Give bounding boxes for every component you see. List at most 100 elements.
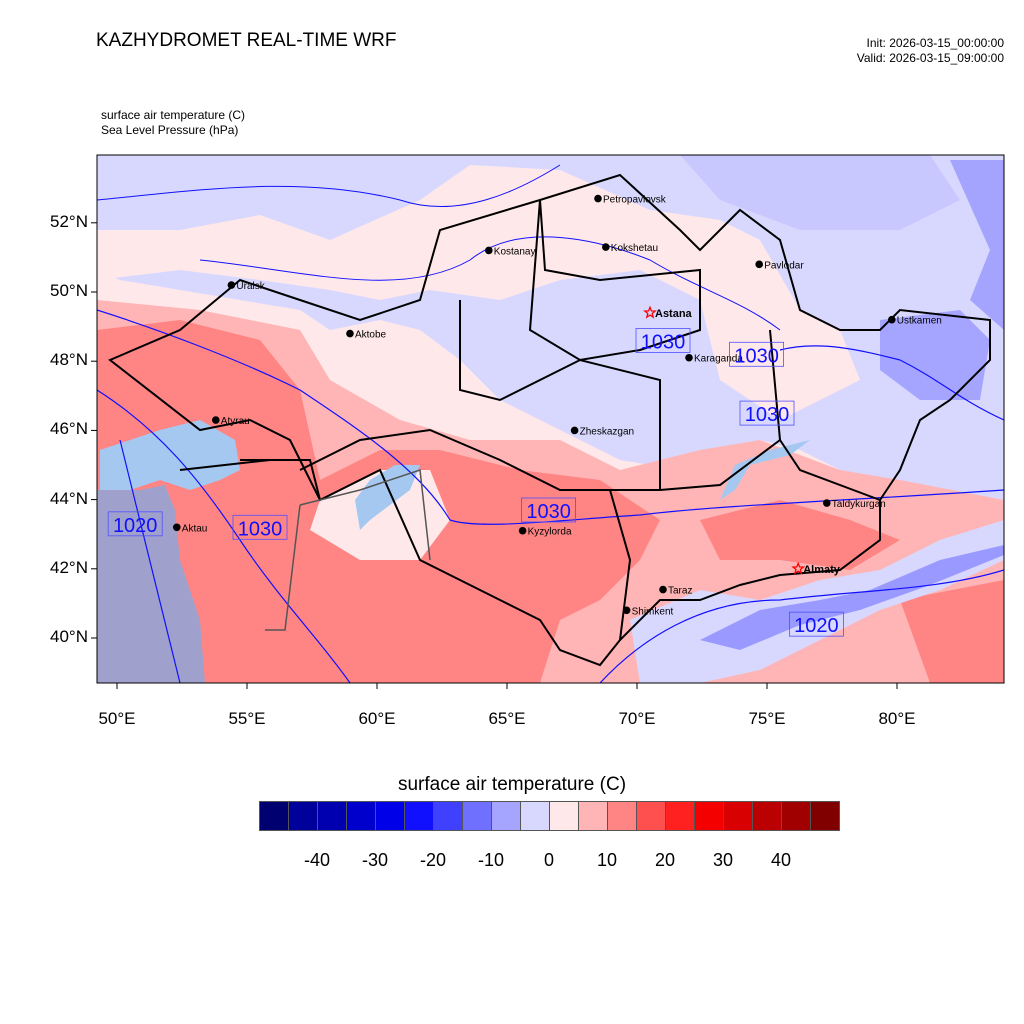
axis-ticks — [91, 222, 898, 689]
colorbar-swatch — [608, 802, 637, 830]
lon-label: 55°E — [228, 709, 266, 728]
city-label: Taraz — [668, 586, 692, 597]
city-label: Astana — [655, 308, 693, 320]
balkhash-lake — [720, 440, 810, 500]
city-uralsk: Uralsk — [227, 281, 266, 292]
city-label: Kokshetau — [611, 243, 658, 254]
city-dot-icon — [346, 329, 354, 338]
city-label: Almaty — [803, 564, 841, 576]
field-subtitles: surface air temperature (C) Sea Level Pr… — [101, 108, 245, 138]
colorbar-tick-label: 20 — [654, 850, 676, 870]
city-atyrau: Atyrau — [212, 416, 250, 427]
isobar-label: 1030 — [635, 328, 691, 353]
city-dot-icon — [685, 353, 693, 362]
city-label: Aktobe — [355, 330, 387, 341]
temperature-field — [97, 155, 1004, 683]
colorbar-swatch — [289, 802, 318, 830]
city-kyzylorda: Kyzylorda — [518, 526, 572, 538]
city-aktobe: Aktobe — [346, 329, 387, 341]
city-karaganda: Karaganda — [685, 354, 743, 365]
city-dot-icon — [602, 243, 610, 251]
lon-label: 75°E — [748, 709, 786, 728]
pressure-isobars — [97, 164, 1004, 683]
capital-star-icon — [791, 561, 806, 575]
colorbar-swatch — [666, 802, 695, 830]
city-dot-icon — [212, 416, 220, 424]
svg-text:1030: 1030 — [745, 404, 790, 426]
lat-label: 48°N — [50, 350, 88, 370]
isobar-label: 1030 — [232, 514, 288, 540]
weather-map: Petropavlovsk Kokshetau Kostanay Pavlodar Ur… — [91, 154, 1005, 689]
city-dot-icon — [485, 246, 493, 255]
city-label: Zheskazgan — [580, 426, 634, 437]
city-dot-icon — [622, 606, 631, 615]
isobar-label: 1030 — [521, 497, 576, 523]
colorbar — [259, 801, 840, 831]
map-frame — [96, 154, 1005, 684]
svg-text:1020: 1020 — [113, 515, 158, 537]
city-label: Shimkent — [632, 606, 674, 617]
city-dot-icon — [888, 315, 896, 324]
city-shimkent: Shimkent — [622, 606, 674, 617]
isobar-label: 1020 — [107, 511, 163, 537]
city-almaty: Almaty — [791, 561, 841, 576]
city-label: Atyrau — [221, 416, 250, 427]
colorbar-swatch — [405, 802, 434, 830]
colorbar-swatch — [521, 802, 550, 830]
svg-text:1030: 1030 — [734, 345, 779, 367]
city-markers: Petropavlovsk Kokshetau Kostanay Pavlodar Ur… — [173, 195, 942, 617]
colorbar-tick-label: 30 — [712, 850, 734, 870]
city-dot-icon — [659, 585, 667, 594]
colorbar-swatch — [260, 802, 289, 830]
chart-title: KAZHYDROMET REAL-TIME WRF — [96, 30, 397, 51]
lon-label: 80°E — [878, 709, 916, 728]
colorbar-swatch — [782, 802, 811, 830]
lat-label: 52°N — [50, 211, 88, 231]
city-label: Ustkamen — [897, 316, 942, 327]
city-kostanay: Kostanay — [485, 246, 536, 257]
svg-text:1030: 1030 — [526, 501, 571, 523]
city-pavlodar: Pavlodar — [755, 260, 804, 271]
colorbar-swatch — [811, 802, 839, 830]
colorbar-swatch — [724, 802, 753, 830]
colorbar-tick-label: 0 — [543, 850, 555, 870]
isobar-labels: 1030 1030 1030 1030 1030 1020 1020 — [107, 328, 844, 637]
city-dot-icon — [823, 499, 831, 507]
colorbar-swatch — [376, 802, 405, 830]
city-label: Kostanay — [494, 246, 536, 257]
colorbar-swatch — [463, 802, 492, 830]
isobar-label: 1030 — [739, 400, 795, 426]
city-astana: Astana — [643, 305, 693, 320]
colorbar-swatch — [492, 802, 521, 830]
city-label: Taldykurgan — [832, 499, 886, 510]
colorbar-swatch — [347, 802, 376, 830]
lat-label: 46°N — [50, 419, 88, 439]
colorbar-tick-label: -20 — [419, 850, 447, 870]
svg-text:1030: 1030 — [641, 331, 686, 353]
lon-label: 50°E — [98, 709, 136, 728]
lon-label: 70°E — [618, 709, 656, 728]
city-label: Kyzylorda — [528, 527, 572, 538]
city-taraz: Taraz — [659, 586, 692, 597]
svg-text:1020: 1020 — [794, 615, 839, 637]
city-dot-icon — [518, 526, 527, 535]
capital-star-icon — [643, 305, 657, 319]
city-label: Petropavlovsk — [603, 195, 667, 206]
admin-borders — [108, 173, 991, 667]
city-dot-icon — [227, 281, 236, 289]
valid-time: Valid: 2026-03-15_09:00:00 — [856, 51, 1004, 65]
isobar-label: 1030 — [729, 341, 784, 367]
colorbar-tick-label: 40 — [770, 850, 792, 870]
colorbar-swatch — [318, 802, 347, 830]
caspian-sea-north — [100, 420, 240, 490]
colorbar-tick-label: -30 — [361, 850, 389, 870]
city-dot-icon — [594, 194, 602, 203]
city-petropavlovsk: Petropavlovsk — [594, 195, 667, 206]
city-dot-icon — [570, 426, 579, 435]
city-taldykurgan: Taldykurgan — [823, 499, 886, 510]
lat-label: 42°N — [50, 557, 88, 577]
city-label: Karaganda — [694, 354, 743, 365]
city-ustkamen: Ustkamen — [888, 316, 942, 327]
colorbar-swatch — [637, 802, 666, 830]
colorbar-tick-label: -40 — [303, 850, 331, 870]
